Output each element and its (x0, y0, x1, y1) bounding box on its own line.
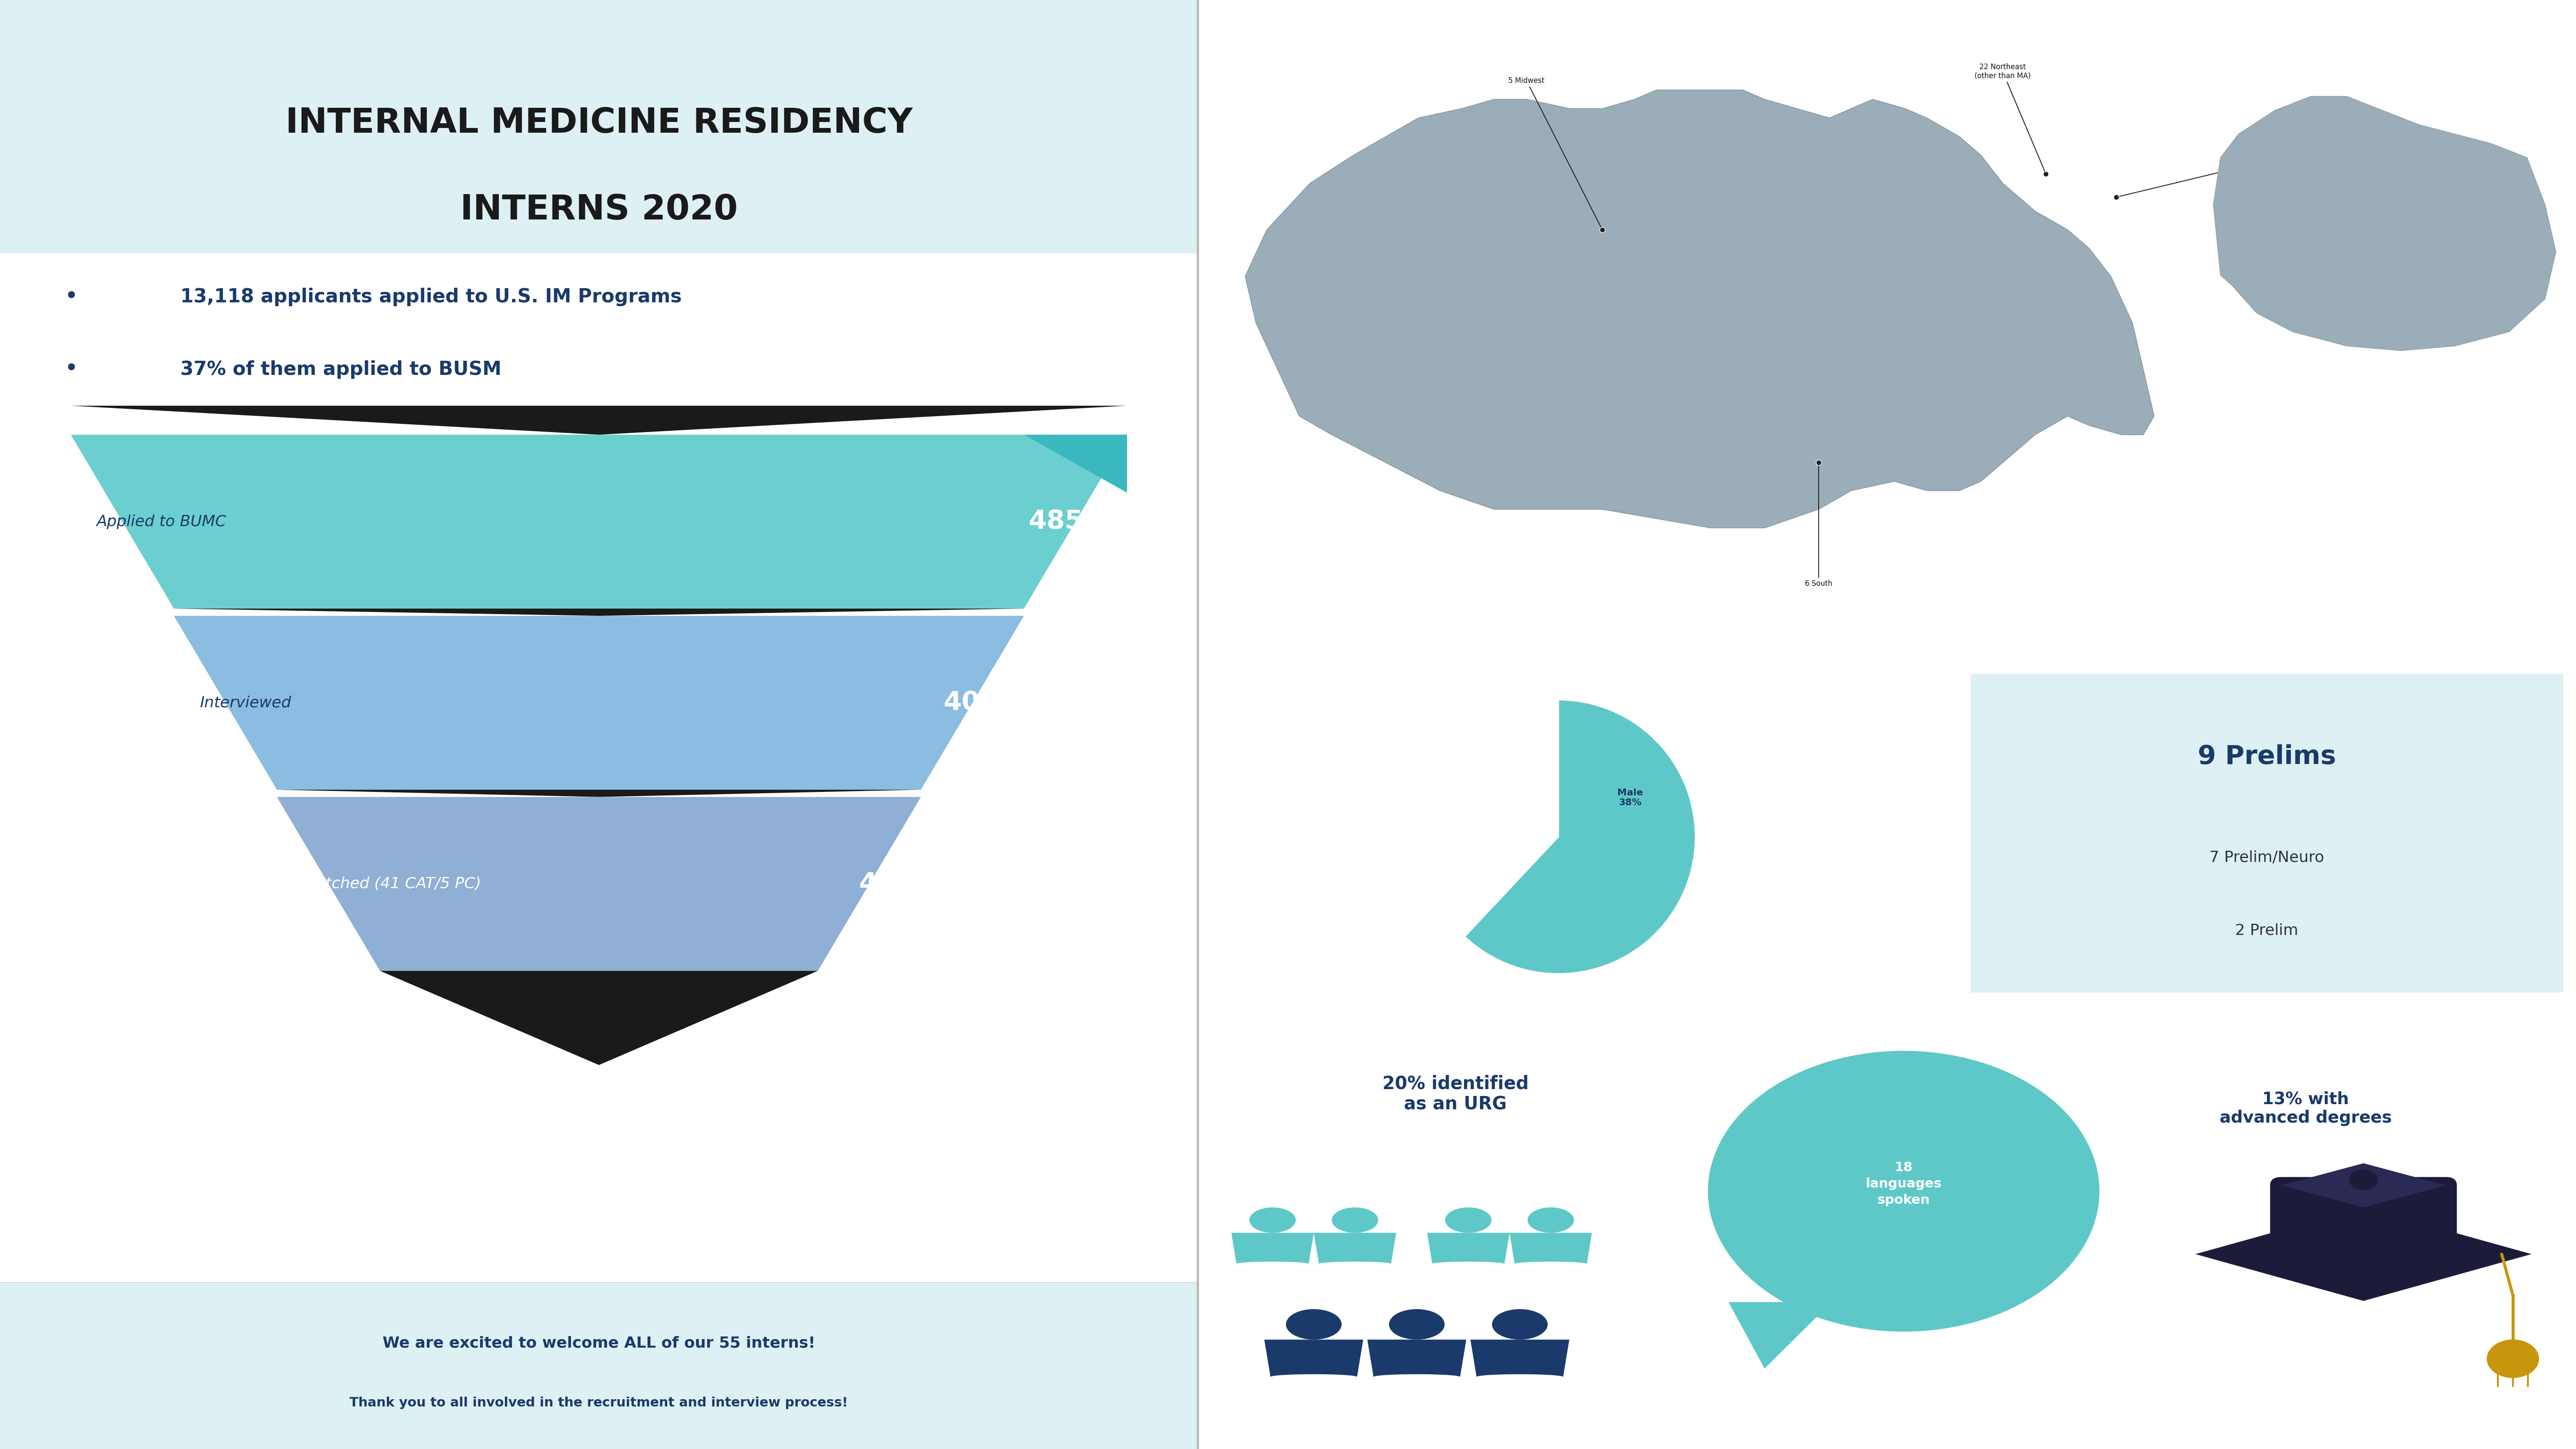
Circle shape (2486, 1339, 2540, 1378)
Polygon shape (1231, 1233, 1314, 1264)
Text: 13% with
advanced degrees: 13% with advanced degrees (2221, 1091, 2391, 1126)
Polygon shape (175, 609, 1023, 616)
Text: 9 Prelims: 9 Prelims (2197, 745, 2336, 769)
Text: 18
languages
spoken: 18 languages spoken (1865, 1161, 1942, 1207)
Polygon shape (72, 406, 1128, 435)
Circle shape (1445, 1207, 1492, 1233)
Polygon shape (1427, 1233, 1510, 1264)
Polygon shape (1510, 1233, 1592, 1264)
Text: Interviewed: Interviewed (201, 696, 291, 710)
Text: 4857: 4857 (1028, 509, 1103, 535)
Polygon shape (2213, 97, 2555, 351)
Text: INTERNAL MEDICINE RESIDENCY: INTERNAL MEDICINE RESIDENCY (286, 106, 912, 141)
FancyBboxPatch shape (2269, 1177, 2458, 1271)
Text: 5 Midwest: 5 Midwest (1510, 77, 1602, 229)
Polygon shape (1265, 1340, 1363, 1377)
Text: INTERNS 2020: INTERNS 2020 (461, 193, 737, 227)
Circle shape (1249, 1207, 1296, 1233)
Polygon shape (1368, 1340, 1466, 1377)
Text: •: • (64, 358, 77, 381)
Polygon shape (1471, 1340, 1569, 1377)
Circle shape (1332, 1207, 1378, 1233)
Polygon shape (1314, 1233, 1396, 1264)
Text: •: • (64, 285, 77, 309)
Polygon shape (1244, 90, 2154, 527)
Text: 6 South: 6 South (1806, 464, 1832, 588)
Text: Applied to BUMC: Applied to BUMC (98, 514, 227, 529)
Polygon shape (278, 797, 922, 971)
Text: 15 Massachusetts: 15 Massachusetts (2117, 161, 2285, 197)
FancyBboxPatch shape (0, 1282, 1198, 1449)
Polygon shape (381, 971, 819, 1065)
FancyBboxPatch shape (0, 0, 1198, 254)
Text: 20% identified
as an URG: 20% identified as an URG (1383, 1075, 1528, 1113)
Polygon shape (2282, 1164, 2445, 1207)
Circle shape (1388, 1308, 1445, 1340)
Text: 7 IMG's: 7 IMG's (2290, 129, 2424, 161)
Text: 37% of them applied to BUSM: 37% of them applied to BUSM (180, 361, 502, 378)
Circle shape (1285, 1308, 1342, 1340)
Text: Male
38%: Male 38% (1618, 788, 1643, 807)
Circle shape (1528, 1207, 1574, 1233)
Polygon shape (72, 435, 1128, 609)
Polygon shape (278, 790, 922, 797)
Circle shape (1708, 1051, 2099, 1332)
Polygon shape (2195, 1207, 2532, 1301)
Text: 22 Northeast
(other than MA): 22 Northeast (other than MA) (1973, 64, 2045, 172)
Text: 2 Prelim: 2 Prelim (2236, 923, 2298, 938)
Polygon shape (175, 616, 1023, 790)
Wedge shape (1466, 700, 1695, 974)
FancyBboxPatch shape (1971, 674, 2563, 993)
Text: 403: 403 (943, 690, 999, 716)
Polygon shape (1728, 1303, 1832, 1368)
Text: Female
62%: Female 62% (1466, 845, 1510, 868)
Circle shape (2349, 1169, 2378, 1191)
Circle shape (1492, 1308, 1548, 1340)
Text: Matched (41 CAT/5 PC): Matched (41 CAT/5 PC) (304, 877, 482, 891)
Text: 7 Prelim/Neuro: 7 Prelim/Neuro (2210, 851, 2324, 865)
Text: Thank you to all involved in the recruitment and interview process!: Thank you to all involved in the recruit… (350, 1397, 848, 1408)
Text: 13,118 applicants applied to U.S. IM Programs: 13,118 applicants applied to U.S. IM Pro… (180, 288, 683, 306)
Polygon shape (1023, 435, 1128, 493)
Text: We are excited to welcome ALL of our 55 interns!: We are excited to welcome ALL of our 55 … (381, 1336, 817, 1350)
Text: 46: 46 (858, 871, 896, 897)
